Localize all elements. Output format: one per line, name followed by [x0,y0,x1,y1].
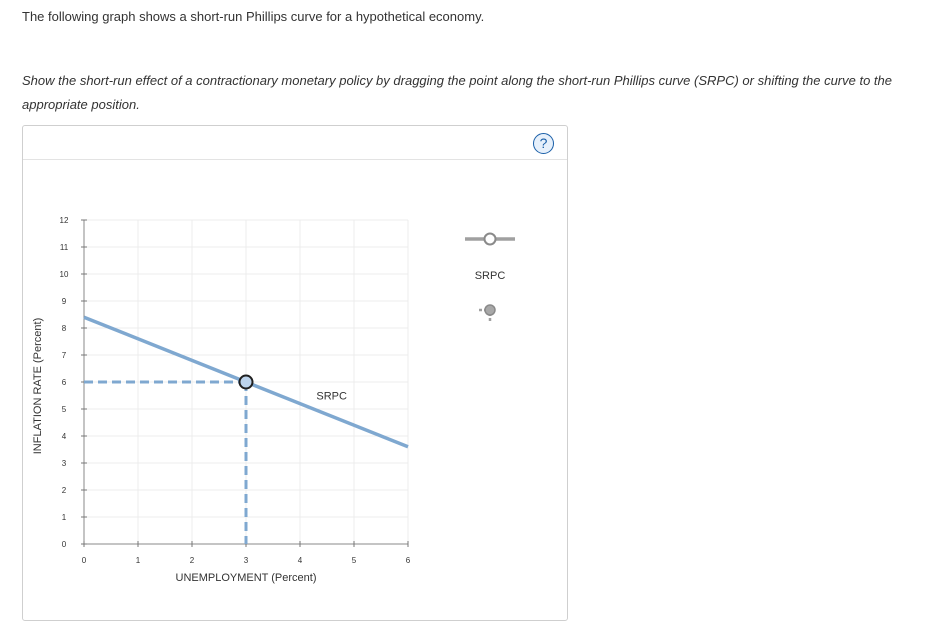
legend-srpc-point-icon [483,232,497,246]
x-tick-label: 0 [82,556,87,565]
draggable-point[interactable] [238,374,254,390]
y-tick-label: 8 [62,324,67,333]
x-tick-label: 4 [298,556,303,565]
legend-point-tool-icon[interactable] [484,304,496,316]
x-tick-label: 5 [352,556,357,565]
x-axis-title: UNEMPLOYMENT (Percent) [176,572,317,584]
y-tick-label: 6 [62,378,67,387]
y-tick-label: 1 [62,513,67,522]
y-axis-title: INFLATION RATE (Percent) [32,318,44,455]
y-tick-label: 7 [62,351,67,360]
y-tick-label: 12 [60,216,69,225]
legend-srpc-label: SRPC [475,270,506,282]
x-tick-label: 3 [244,556,249,565]
graph-panel: ? [22,125,568,621]
y-tick-label: 2 [62,486,67,495]
y-tick-label: 3 [62,459,67,468]
y-tick-label: 4 [62,432,67,441]
y-tick-label: 9 [62,297,67,306]
x-tick-label: 6 [406,556,411,565]
y-tick-label: 11 [60,243,69,252]
srpc-curve-label: SRPC [316,390,347,402]
y-tick-label: 10 [60,270,69,279]
instruction-text: Show the short-run effect of a contracti… [22,73,892,112]
x-tick-label: 1 [136,556,141,565]
x-tick-label: 2 [190,556,195,565]
intro-text: The following graph shows a short-run Ph… [22,9,485,24]
y-tick-label: 0 [62,540,67,549]
help-icon[interactable]: ? [533,133,554,154]
panel-divider [23,159,567,160]
y-tick-label: 5 [62,405,67,414]
